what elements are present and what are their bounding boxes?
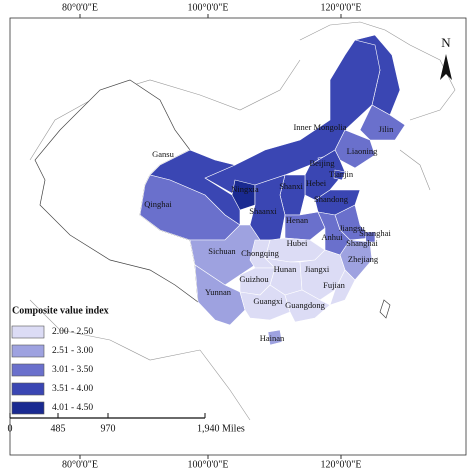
province-label: Hainan	[260, 333, 285, 343]
legend-label: 4.01 - 4.50	[52, 403, 93, 413]
longitude-label: 100°0'0"E	[188, 459, 229, 470]
province-label: Hebei	[306, 178, 327, 188]
longitude-labels: 80°0'0"E 100°0'0"E 120°0'0"E 80°0'0"E 100°0'…	[62, 2, 362, 470]
province	[359, 104, 406, 141]
province-label: Tianjin	[329, 169, 354, 179]
province	[284, 289, 331, 323]
province-label: Jiangxi	[305, 264, 330, 274]
province-label: Chongqing	[241, 248, 280, 258]
province-label: Zhejiang	[348, 254, 379, 264]
legend-label: 2.00 - 2.50	[52, 327, 93, 337]
province-label: Fujian	[323, 280, 345, 290]
province	[333, 169, 346, 181]
province-label: Jilin	[379, 124, 394, 134]
longitude-label: 120°0'0"E	[321, 459, 362, 470]
regions	[139, 34, 406, 346]
province-label: Henan	[286, 215, 309, 225]
legend-swatch	[11, 382, 45, 396]
province	[267, 329, 283, 346]
province-label: Jiangsu	[339, 223, 365, 233]
province-label: Hunan	[274, 264, 297, 274]
scale-label: 0	[8, 423, 13, 434]
north-arrow	[440, 54, 452, 80]
province-label: Beijing	[309, 158, 335, 168]
legend-label: 3.51 - 4.00	[52, 384, 93, 394]
longitude-label: 100°0'0"E	[188, 2, 229, 13]
scale-label: 970	[101, 423, 116, 434]
province-label: Shanghai	[346, 238, 378, 248]
province-label: Sichuan	[208, 246, 236, 256]
province-label: Guizhou	[239, 274, 269, 284]
longitude-label: 80°0'0"E	[62, 459, 98, 470]
legend-swatch	[11, 363, 45, 377]
north-arrow-label: N	[441, 35, 451, 50]
scale-label: 485	[51, 423, 66, 434]
legend-label: 3.01 - 3.50	[52, 365, 93, 375]
longitude-label: 80°0'0"E	[62, 2, 98, 13]
unshaded-region	[379, 299, 391, 319]
legend-label: 2.51 - 3.00	[52, 346, 93, 356]
longitude-label: 120°0'0"E	[321, 2, 362, 13]
province-label: Shandong	[314, 194, 349, 204]
province-label: Guangdong	[285, 300, 325, 310]
labels: Inner Mongolia Jilin Liaoning Beijing HebeiT…	[144, 122, 394, 343]
legend-swatch	[11, 401, 45, 415]
province-label: Shaanxi	[249, 206, 277, 216]
province-label: Shanghai	[359, 228, 391, 238]
scale-label: 1,940 Miles	[197, 423, 245, 434]
legend: 2.00 - 2.50 2.51 - 3.00 3.01 - 3.50 3.51 - …	[11, 325, 93, 415]
province-label: Qinghai	[144, 199, 172, 209]
province-label: Yunnan	[205, 287, 232, 297]
province	[231, 179, 256, 211]
province-label: Liaoning	[347, 146, 378, 156]
province-label: Hubei	[287, 238, 308, 248]
scale-bar: 0 485 970 1,940 Miles	[8, 413, 245, 434]
province-label: Inner Mongolia	[293, 122, 346, 132]
province-label: Shanxi	[279, 181, 303, 191]
province-label: Ningxia	[231, 184, 259, 194]
neighbour-outline	[29, 21, 456, 421]
province-label: Anhui	[321, 232, 343, 242]
legend-swatch	[11, 344, 45, 358]
province	[364, 231, 376, 243]
province	[329, 269, 356, 306]
province-label: Guangxi	[253, 296, 283, 306]
province-label: Gansu	[152, 149, 174, 159]
legend-title: Composite value index	[12, 305, 109, 316]
legend-swatch	[11, 325, 45, 339]
